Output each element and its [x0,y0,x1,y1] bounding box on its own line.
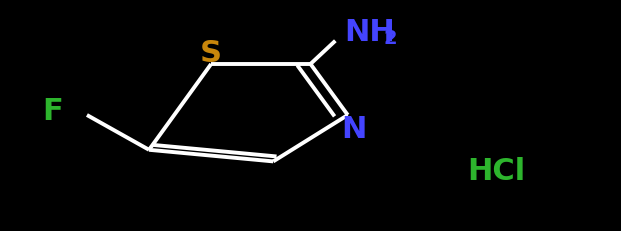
Text: N: N [342,115,366,144]
Text: F: F [42,97,63,125]
Text: NH: NH [345,18,396,47]
Text: 2: 2 [384,29,397,48]
Text: S: S [200,39,222,67]
Text: HCl: HCl [468,157,526,185]
